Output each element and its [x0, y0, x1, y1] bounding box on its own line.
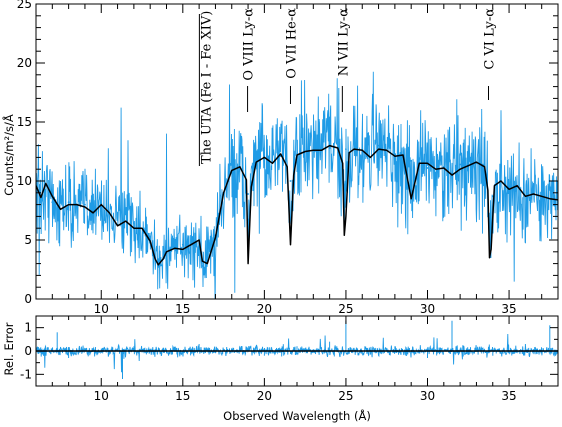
y-tick-label: 0	[24, 344, 32, 358]
x-tick-label: 25	[338, 389, 353, 403]
observed-data-point	[201, 265, 204, 267]
observed-data-point	[345, 148, 347, 151]
observed-data-point	[459, 163, 461, 166]
y-tick-label: 15	[17, 115, 32, 129]
y-tick-label: 10	[17, 174, 32, 188]
model-curve	[36, 144, 558, 266]
observed-data-point	[67, 201, 70, 204]
x-tick-label: 20	[257, 389, 272, 403]
annotation-label: O VII He-α	[285, 8, 300, 79]
y-axis-label: Counts/m²/s/Å	[1, 114, 16, 196]
spectrum-axes: 10 15 20 25 30 35 0 5 10 15 20 25	[17, 0, 559, 316]
residual-line	[36, 333, 558, 373]
observed-data-point	[328, 140, 331, 142]
spectrum-panel: The UTA (Fe I - Fe XIV) O VIII Ly-α O VII …	[1, 0, 559, 316]
annotation-label: N VII Ly-α	[336, 8, 351, 76]
annotation-label: The UTA (Fe I - Fe XIV)	[199, 11, 214, 164]
x-tick-label: 15	[175, 302, 190, 316]
residual-y-axis-label: Rel. Error	[2, 322, 16, 375]
annotation-label: O VIII Ly-α	[242, 8, 257, 81]
observed-data-point	[255, 158, 258, 161]
y-tick-label: 0	[24, 292, 32, 306]
x-tick-label: 20	[257, 302, 272, 316]
observed-data-point	[289, 180, 292, 182]
y-tick-label: 20	[17, 56, 32, 70]
observed-data-point	[394, 153, 396, 155]
line-annotations: The UTA (Fe I - Fe XIV) O VIII Ly-α O VII …	[198, 8, 498, 166]
x-tick-label: 35	[501, 302, 516, 316]
observed-data-point	[181, 243, 184, 246]
annotation-label: C VI Ly-α	[483, 8, 498, 70]
y-tick-label: 5	[24, 233, 32, 247]
observed-data-point	[157, 259, 160, 261]
observed-data-point	[508, 189, 510, 192]
observed-data-point	[51, 201, 54, 204]
observed-data-point	[426, 167, 429, 169]
y-tick-label: 1	[24, 321, 32, 335]
x-tick-label: 30	[420, 302, 435, 316]
y-tick-label: -1	[20, 367, 32, 381]
x-axis-label: Observed Wavelength (Å)	[223, 408, 371, 423]
observed-data-point	[377, 144, 380, 147]
observed-data-point	[247, 193, 250, 195]
observed-data-point	[442, 165, 445, 168]
spectrum-data-layer	[36, 71, 558, 299]
x-tick-label: 35	[501, 389, 516, 403]
observed-data-point	[410, 160, 413, 162]
observed-data-point	[206, 253, 209, 256]
observed-data-point	[100, 202, 103, 205]
residual-data-layer	[36, 320, 558, 379]
x-tick-label: 25	[338, 302, 353, 316]
observed-data-point	[84, 203, 86, 206]
x-tick-label: 15	[175, 389, 190, 403]
x-tick-label: 10	[94, 389, 109, 403]
residual-panel: 10 15 20 25 30 35 -1 0 1 Rel. Error	[2, 315, 559, 403]
observed-data-point	[133, 222, 135, 225]
x-tick-label: 30	[420, 389, 435, 403]
y-tick-label: 25	[17, 0, 32, 11]
x-tick-label: 10	[94, 302, 109, 316]
observed-data-point	[405, 186, 408, 188]
observed-data-point	[116, 215, 119, 218]
observed-spectrum-line	[36, 71, 558, 299]
residual-axes: 10 15 20 25 30 35 -1 0 1	[20, 315, 559, 403]
